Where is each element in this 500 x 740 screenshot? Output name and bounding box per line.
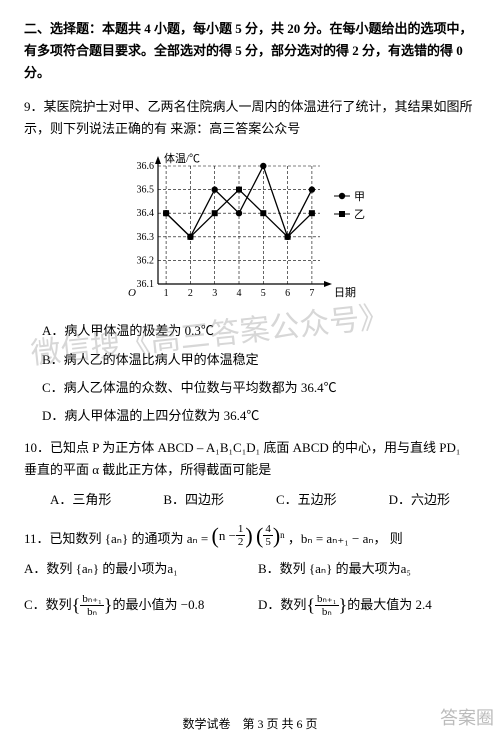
q10-opt-d: D．六边形 (389, 489, 450, 511)
q11-options: A．数列 {aₙ} 的最小项为 a₁ B．数列 {aₙ} 的最大项为 a₅ C．… (24, 558, 476, 621)
q11-45-num: 4 (263, 523, 273, 536)
q11-optd-frac: {bₙ₊₁bₙ} (306, 590, 347, 621)
q11-half-den: 2 (236, 536, 246, 548)
chart-svg: 36.1 36.2 36.3 36.4 36.5 36.6 1 2 3 4 5 6 7 体温/℃ 日期 O 甲乙 (110, 148, 390, 308)
q11-opta-pre: A．数列 {aₙ} 的最小项为 (24, 558, 167, 580)
q11-pre: 11．已知数列 {aₙ} 的通项为 (24, 531, 187, 546)
q10-pd1: PD₁ (439, 440, 460, 455)
svg-text:4: 4 (237, 288, 242, 299)
q9-opt-d: D．病人甲体温的上四分位数为 36.4℃ (42, 405, 476, 427)
q11-opt-a: A．数列 {aₙ} 的最小项为 a₁ (24, 558, 242, 580)
svg-text:甲: 甲 (354, 191, 365, 203)
q9-opt-c: C．病人乙体温的众数、中位数与平均数都为 36.4℃ (42, 377, 476, 399)
q9-opt-b: B．病人乙的体温比病人甲的体温稳定 (42, 349, 476, 371)
q11-bn: ，bₙ = aₙ₊₁ − aₙ， 则 (288, 531, 403, 546)
q10-cube: ABCD – A₁B₁C₁D₁ (158, 440, 261, 455)
svg-text:36.5: 36.5 (137, 185, 155, 196)
q10-opt-b: B．四边形 (163, 489, 224, 511)
q9-text: 9．某医院护士对甲、乙两名住院病人一周内的体温进行了统计，其结果如图所示，则下列… (24, 96, 476, 140)
q10-opt-a: A．三角形 (50, 489, 111, 511)
svg-text:6: 6 (285, 288, 290, 299)
q11-optc-post: 的最小值为 −0.8 (112, 594, 204, 616)
question-9: 9．某医院护士对甲、乙两名住院病人一周内的体温进行了统计，其结果如图所示，则下列… (24, 96, 476, 427)
q11-bfrac-den-c: bₙ (80, 606, 104, 618)
svg-text:36.2: 36.2 (137, 256, 155, 267)
svg-text:日期: 日期 (334, 286, 356, 299)
q11-optb-pre: B．数列 {aₙ} 的最大项为 (258, 558, 401, 580)
q11-bfrac-num-d: bₙ₊₁ (315, 593, 339, 606)
q10-mid: 底面 ABCD 的中心，用与直线 (260, 440, 439, 455)
q10-post: 垂直的平面 α 截此正方体，所得截面可能是 (24, 462, 271, 477)
svg-text:2: 2 (188, 288, 193, 299)
q11-optd-pre: D．数列 (258, 594, 306, 616)
q11-an: aₙ = (187, 531, 209, 546)
q11-optc-frac: {bₙ₊₁bₙ} (72, 590, 113, 621)
q10-pre: 10．已知点 P 为正方体 (24, 440, 158, 455)
q11-opta-val: a₁ (167, 558, 177, 580)
q10-options: A．三角形 B．四边形 C．五边形 D．六边形 (24, 489, 476, 511)
q11-term2: ( 45 )n (256, 523, 285, 548)
svg-text:1: 1 (164, 288, 169, 299)
q10-opt-c: C．五边形 (276, 489, 337, 511)
svg-text:3: 3 (212, 288, 217, 299)
question-10: 10．已知点 P 为正方体 ABCD – A₁B₁C₁D₁ 底面 ABCD 的中… (24, 437, 476, 511)
q11-optd-post: 的最大值为 2.4 (347, 594, 432, 616)
svg-text:体温/℃: 体温/℃ (164, 151, 200, 165)
svg-text:7: 7 (309, 288, 314, 299)
q9-chart: 36.1 36.2 36.3 36.4 36.5 36.6 1 2 3 4 5 6 7 体温/℃ 日期 O 甲乙 (24, 148, 476, 308)
section-header: 二、选择题：本题共 4 小题，每小题 5 分，共 20 分。在每小题给出的选项中… (24, 18, 476, 84)
svg-text:5: 5 (261, 288, 266, 299)
svg-text:36.6: 36.6 (137, 161, 155, 172)
svg-text:乙: 乙 (354, 208, 365, 221)
q11-optb-val: a₅ (401, 558, 411, 580)
q11-nminus: n − (219, 525, 236, 547)
svg-text:36.3: 36.3 (137, 232, 155, 243)
q11-bfrac-den-d: bₙ (315, 606, 339, 618)
q11-opt-b: B．数列 {aₙ} 的最大项为 a₅ (258, 558, 476, 580)
q11-bfrac-num-c: bₙ₊₁ (80, 593, 104, 606)
svg-text:O: O (128, 287, 136, 299)
q9-options: A．病人甲体温的极差为 0.3℃ B．病人乙的体温比病人甲的体温稳定 C．病人乙… (42, 320, 476, 426)
q11-opt-d: D．数列 {bₙ₊₁bₙ} 的最大值为 2.4 (258, 590, 476, 621)
svg-text:36.1: 36.1 (137, 279, 155, 290)
q11-opt-c: C．数列 {bₙ₊₁bₙ} 的最小值为 −0.8 (24, 590, 242, 621)
q11-term1: (n − 12 ) (211, 523, 252, 548)
q11-text: 11．已知数列 {aₙ} 的通项为 aₙ = (n − 12 ) ( 45 )n… (24, 523, 476, 550)
q11-half-num: 1 (236, 523, 246, 536)
q9-opt-a: A．病人甲体温的极差为 0.3℃ (42, 320, 476, 342)
question-11: 11．已知数列 {aₙ} 的通项为 aₙ = (n − 12 ) ( 45 )n… (24, 523, 476, 621)
q11-45-den: 5 (263, 536, 273, 548)
q11-optc-pre: C．数列 (24, 594, 72, 616)
q11-exp: n (280, 528, 285, 543)
q10-text: 10．已知点 P 为正方体 ABCD – A₁B₁C₁D₁ 底面 ABCD 的中… (24, 437, 476, 481)
svg-text:36.4: 36.4 (137, 209, 155, 220)
page-footer: 数学试卷 第 3 页 共 6 页 (0, 714, 500, 734)
